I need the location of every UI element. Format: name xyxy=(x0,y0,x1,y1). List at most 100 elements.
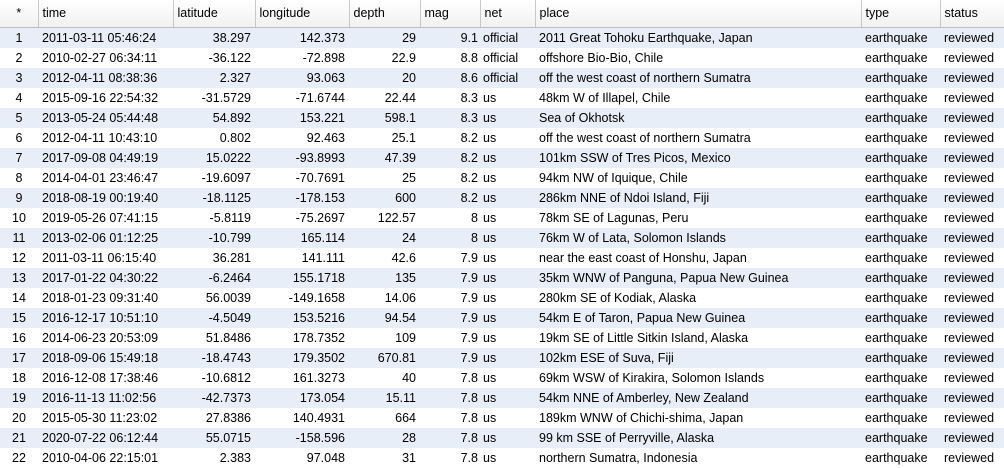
net-cell[interactable]: us xyxy=(480,148,535,168)
time-cell[interactable]: 2016-12-17 10:51:10 xyxy=(38,308,173,328)
latitude-cell[interactable]: -10.799 xyxy=(173,228,255,248)
depth-cell[interactable]: 15.11 xyxy=(349,388,420,408)
mag-cell[interactable]: 8.6 xyxy=(420,68,480,88)
row-number[interactable]: 5 xyxy=(0,108,38,128)
status-cell[interactable]: reviewed xyxy=(940,408,1004,428)
depth-cell[interactable]: 94.54 xyxy=(349,308,420,328)
status-cell[interactable]: reviewed xyxy=(940,108,1004,128)
time-cell[interactable]: 2020-07-22 06:12:44 xyxy=(38,428,173,448)
latitude-cell[interactable]: 36.281 xyxy=(173,248,255,268)
row-number[interactable]: 6 xyxy=(0,128,38,148)
longitude-cell[interactable]: 165.114 xyxy=(255,228,349,248)
depth-cell[interactable]: 22.44 xyxy=(349,88,420,108)
row-number[interactable]: 20 xyxy=(0,408,38,428)
latitude-cell[interactable]: -36.122 xyxy=(173,48,255,68)
depth-cell[interactable]: 135 xyxy=(349,268,420,288)
longitude-cell[interactable]: -75.2697 xyxy=(255,208,349,228)
mag-cell[interactable]: 7.9 xyxy=(420,268,480,288)
place-cell[interactable]: 189km WNW of Chichi-shima, Japan xyxy=(535,408,861,428)
mag-cell[interactable]: 7.8 xyxy=(420,428,480,448)
type-cell[interactable]: earthquake xyxy=(861,28,940,49)
place-cell[interactable]: 76km W of Lata, Solomon Islands xyxy=(535,228,861,248)
depth-cell[interactable]: 109 xyxy=(349,328,420,348)
time-cell[interactable]: 2015-05-30 11:23:02 xyxy=(38,408,173,428)
column-header-depth[interactable]: depth xyxy=(349,0,420,28)
status-cell[interactable]: reviewed xyxy=(940,368,1004,388)
time-cell[interactable]: 2014-06-23 20:53:09 xyxy=(38,328,173,348)
status-cell[interactable]: reviewed xyxy=(940,128,1004,148)
place-cell[interactable]: 48km W of Illapel, Chile xyxy=(535,88,861,108)
time-cell[interactable]: 2019-05-26 07:41:15 xyxy=(38,208,173,228)
depth-cell[interactable]: 28 xyxy=(349,428,420,448)
column-header-longitude[interactable]: longitude xyxy=(255,0,349,28)
place-cell[interactable]: 102km ESE of Suva, Fiji xyxy=(535,348,861,368)
net-cell[interactable]: us xyxy=(480,368,535,388)
time-cell[interactable]: 2016-11-13 11:02:56 xyxy=(38,388,173,408)
net-cell[interactable]: us xyxy=(480,388,535,408)
status-cell[interactable]: reviewed xyxy=(940,208,1004,228)
place-cell[interactable]: 78km SE of Lagunas, Peru xyxy=(535,208,861,228)
net-cell[interactable]: us xyxy=(480,188,535,208)
longitude-cell[interactable]: 93.063 xyxy=(255,68,349,88)
time-cell[interactable]: 2012-04-11 08:38:36 xyxy=(38,68,173,88)
status-cell[interactable]: reviewed xyxy=(940,188,1004,208)
depth-cell[interactable]: 20 xyxy=(349,68,420,88)
row-number[interactable]: 22 xyxy=(0,448,38,468)
place-cell[interactable]: near the east coast of Honshu, Japan xyxy=(535,248,861,268)
type-cell[interactable]: earthquake xyxy=(861,188,940,208)
depth-cell[interactable]: 40 xyxy=(349,368,420,388)
latitude-cell[interactable]: 51.8486 xyxy=(173,328,255,348)
longitude-cell[interactable]: -70.7691 xyxy=(255,168,349,188)
longitude-cell[interactable]: 153.221 xyxy=(255,108,349,128)
time-cell[interactable]: 2010-04-06 22:15:01 xyxy=(38,448,173,468)
mag-cell[interactable]: 7.9 xyxy=(420,288,480,308)
time-cell[interactable]: 2013-02-06 01:12:25 xyxy=(38,228,173,248)
row-number[interactable]: 10 xyxy=(0,208,38,228)
depth-cell[interactable]: 25 xyxy=(349,168,420,188)
place-cell[interactable]: 280km SE of Kodiak, Alaska xyxy=(535,288,861,308)
column-header-time[interactable]: time xyxy=(38,0,173,28)
depth-cell[interactable]: 664 xyxy=(349,408,420,428)
status-cell[interactable]: reviewed xyxy=(940,348,1004,368)
place-cell[interactable]: northern Sumatra, Indonesia xyxy=(535,448,861,468)
type-cell[interactable]: earthquake xyxy=(861,308,940,328)
status-cell[interactable]: reviewed xyxy=(940,28,1004,49)
column-header-status[interactable]: status xyxy=(940,0,1004,28)
status-cell[interactable]: reviewed xyxy=(940,428,1004,448)
depth-cell[interactable]: 600 xyxy=(349,188,420,208)
row-number[interactable]: 3 xyxy=(0,68,38,88)
depth-cell[interactable]: 29 xyxy=(349,28,420,49)
longitude-cell[interactable]: 153.5216 xyxy=(255,308,349,328)
net-cell[interactable]: us xyxy=(480,268,535,288)
net-cell[interactable]: us xyxy=(480,168,535,188)
mag-cell[interactable]: 8 xyxy=(420,228,480,248)
net-cell[interactable]: us xyxy=(480,428,535,448)
depth-cell[interactable]: 47.39 xyxy=(349,148,420,168)
type-cell[interactable]: earthquake xyxy=(861,268,940,288)
type-cell[interactable]: earthquake xyxy=(861,328,940,348)
depth-cell[interactable]: 25.1 xyxy=(349,128,420,148)
depth-cell[interactable]: 31 xyxy=(349,448,420,468)
mag-cell[interactable]: 8.2 xyxy=(420,148,480,168)
depth-cell[interactable]: 598.1 xyxy=(349,108,420,128)
status-cell[interactable]: reviewed xyxy=(940,228,1004,248)
latitude-cell[interactable]: -5.8119 xyxy=(173,208,255,228)
mag-cell[interactable]: 9.1 xyxy=(420,28,480,49)
longitude-cell[interactable]: 92.463 xyxy=(255,128,349,148)
latitude-cell[interactable]: 2.327 xyxy=(173,68,255,88)
place-cell[interactable]: 19km SE of Little Sitkin Island, Alaska xyxy=(535,328,861,348)
longitude-cell[interactable]: 155.1718 xyxy=(255,268,349,288)
mag-cell[interactable]: 8.8 xyxy=(420,48,480,68)
time-cell[interactable]: 2015-09-16 22:54:32 xyxy=(38,88,173,108)
time-cell[interactable]: 2012-04-11 10:43:10 xyxy=(38,128,173,148)
type-cell[interactable]: earthquake xyxy=(861,348,940,368)
status-cell[interactable]: reviewed xyxy=(940,48,1004,68)
type-cell[interactable]: earthquake xyxy=(861,288,940,308)
